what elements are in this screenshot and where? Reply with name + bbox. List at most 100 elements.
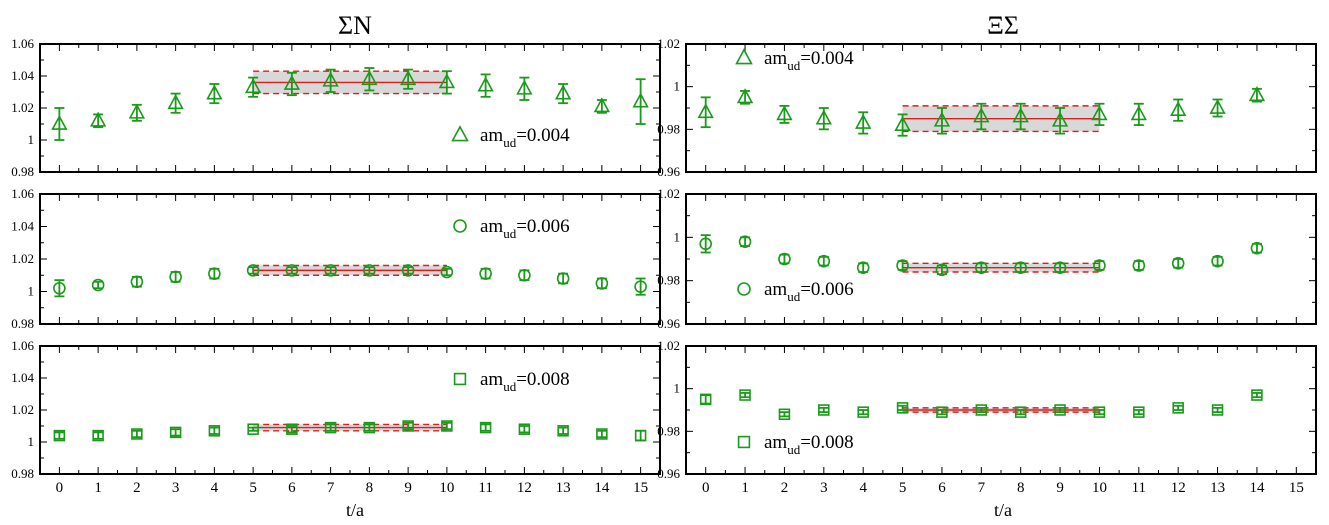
- data-marker: [401, 264, 415, 277]
- plot-frame: [39, 193, 661, 325]
- y-tick-label: 1.02: [11, 251, 34, 266]
- data-marker: [92, 429, 104, 442]
- data-marker: [973, 107, 990, 123]
- data-point: [1171, 257, 1185, 270]
- data-point: [244, 76, 262, 98]
- y-tick-label: 0.96: [657, 164, 680, 179]
- data-point: [286, 423, 298, 435]
- triangle-marker-icon: [735, 48, 753, 65]
- data-marker: [818, 404, 830, 416]
- data-marker: [975, 261, 988, 274]
- data-point: [1130, 102, 1147, 126]
- legend: amud=0.004: [735, 48, 854, 73]
- data-marker: [128, 103, 146, 119]
- x-tick-label: 3: [172, 480, 180, 496]
- data-marker: [518, 268, 531, 282]
- data-point: [441, 420, 453, 432]
- data-marker: [778, 252, 791, 266]
- data-marker: [699, 393, 712, 406]
- data-point: [1251, 389, 1263, 401]
- data-marker: [935, 263, 949, 277]
- x-tick-label: 10: [439, 480, 454, 496]
- data-marker: [53, 281, 66, 295]
- data-point: [89, 111, 107, 129]
- data-marker: [479, 421, 492, 434]
- data-point: [479, 267, 492, 280]
- data-point: [399, 68, 417, 90]
- x-tick-label: 6: [938, 480, 946, 496]
- data-marker: [131, 428, 143, 440]
- legend-label-subscript: ud: [503, 226, 517, 241]
- data-marker: [1132, 259, 1146, 272]
- data-point: [699, 393, 712, 406]
- data-point: [402, 420, 414, 432]
- data-point: [894, 113, 911, 137]
- data-marker: [778, 408, 791, 421]
- x-tick-label: 8: [366, 480, 374, 496]
- data-point: [778, 252, 791, 266]
- data-marker: [634, 280, 647, 293]
- x-tick-label: 9: [1056, 480, 1064, 496]
- data-point: [632, 78, 649, 125]
- data-point: [739, 389, 751, 401]
- data-point: [557, 425, 569, 437]
- data-point: [736, 88, 754, 105]
- data-point: [697, 96, 714, 129]
- legend-label: amud=0.004: [764, 48, 854, 73]
- data-marker: [283, 74, 301, 90]
- data-marker: [1209, 98, 1226, 114]
- data-point: [933, 107, 951, 135]
- data-marker: [285, 264, 299, 277]
- x-tick-label: 11: [1132, 480, 1146, 496]
- data-point: [975, 404, 988, 416]
- x-tick-label: 4: [859, 480, 867, 496]
- data-point: [440, 265, 454, 279]
- data-marker: [593, 97, 611, 113]
- y-tick-label: 1: [28, 132, 35, 147]
- y-tick-label: 0.98: [11, 316, 34, 331]
- data-point: [554, 83, 572, 105]
- data-marker: [1093, 406, 1106, 418]
- triangle-marker-icon: [451, 125, 469, 142]
- data-point: [131, 428, 143, 440]
- y-tick-label: 1.02: [657, 338, 680, 353]
- data-point: [818, 404, 830, 416]
- data-point: [324, 264, 337, 277]
- data-point: [1133, 406, 1145, 418]
- y-tick-label: 1: [674, 229, 681, 244]
- legend: amud=0.008: [737, 432, 854, 457]
- data-marker: [1211, 254, 1224, 268]
- data-point: [595, 277, 609, 290]
- legend-label: amud=0.008: [480, 369, 570, 394]
- y-tick-label: 1: [28, 434, 35, 449]
- legend-label-prefix: am: [764, 48, 787, 69]
- legend-label-value: =0.008: [516, 369, 569, 390]
- data-point: [1248, 86, 1266, 103]
- data-marker: [167, 94, 184, 110]
- data-marker: [1250, 241, 1264, 255]
- legend: amud=0.006: [453, 216, 570, 241]
- y-tick-label: 1.02: [11, 100, 34, 115]
- panel-r2-c1: 0 1 2 3 4 5 6 7 8 9 10 11 12 13 14 150.960.9811.02amud=…: [657, 338, 1317, 496]
- data-point: [815, 107, 832, 131]
- legend-label-subscript: ud: [503, 135, 517, 150]
- data-point: [477, 73, 494, 98]
- legend-label-prefix: am: [764, 279, 787, 300]
- legend-label-prefix: am: [480, 125, 503, 146]
- data-marker: [169, 270, 182, 284]
- data-point: [516, 76, 533, 101]
- data-point: [92, 429, 104, 442]
- x-tick-label: 5: [899, 480, 907, 496]
- data-point: [596, 428, 608, 440]
- data-marker: [554, 84, 572, 100]
- square-marker-icon: [737, 435, 751, 449]
- y-tick-label: 1.04: [11, 68, 34, 83]
- data-marker: [634, 429, 647, 442]
- y-tick-label: 1.06: [11, 36, 34, 51]
- data-point: [401, 264, 415, 277]
- data-point: [206, 83, 223, 105]
- x-tick-label: 13: [556, 480, 571, 496]
- data-point: [324, 421, 337, 434]
- data-marker: [1170, 100, 1187, 117]
- y-tick-label: 0.98: [11, 164, 34, 179]
